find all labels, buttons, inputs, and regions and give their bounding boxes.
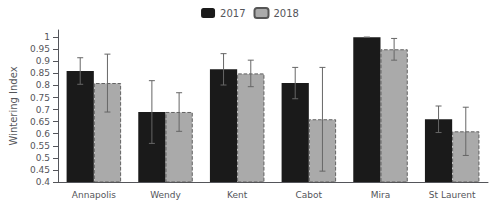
- svg-text:0.75: 0.75: [30, 93, 50, 103]
- svg-text:Wendy: Wendy: [150, 190, 181, 200]
- svg-text:0.5: 0.5: [36, 153, 50, 163]
- svg-text:0.6: 0.6: [36, 129, 51, 139]
- svg-text:0.9: 0.9: [36, 56, 51, 66]
- svg-text:0.7: 0.7: [36, 105, 50, 115]
- svg-text:0.8: 0.8: [36, 80, 51, 90]
- svg-text:2017: 2017: [220, 8, 245, 19]
- svg-text:Kent: Kent: [227, 190, 248, 200]
- svg-text:0.95: 0.95: [30, 44, 50, 54]
- svg-text:0.55: 0.55: [30, 141, 50, 151]
- svg-text:0.45: 0.45: [30, 165, 50, 175]
- svg-text:0.4: 0.4: [36, 177, 51, 187]
- svg-text:0.85: 0.85: [30, 68, 50, 78]
- svg-text:Annapolis: Annapolis: [72, 190, 116, 200]
- svg-text:Wintering Index: Wintering Index: [8, 66, 19, 145]
- svg-text:0.65: 0.65: [30, 117, 50, 127]
- svg-text:Mira: Mira: [371, 190, 390, 200]
- svg-text:Cabot: Cabot: [296, 190, 323, 200]
- svg-text:1: 1: [44, 32, 50, 42]
- svg-text:St Laurent: St Laurent: [429, 190, 476, 200]
- svg-text:2018: 2018: [274, 8, 299, 19]
